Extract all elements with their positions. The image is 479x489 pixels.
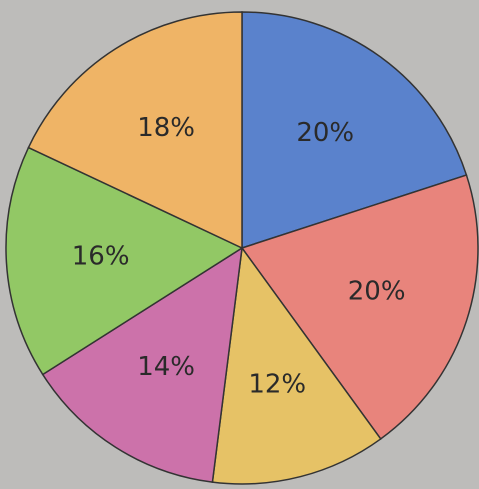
slice-label: 16% [72, 241, 130, 271]
slice-label: 20% [296, 118, 354, 148]
pie-slice [241, 11, 468, 250]
pie-slice [240, 174, 479, 440]
slice-label: 18% [137, 113, 195, 143]
pie-slice [27, 11, 243, 250]
pie-slice [211, 246, 382, 485]
slice-label: 20% [348, 276, 406, 306]
slice-label: 14% [137, 352, 195, 382]
pie-slice [5, 146, 244, 376]
pie-slice [41, 246, 243, 483]
slice-label: 12% [248, 370, 306, 400]
